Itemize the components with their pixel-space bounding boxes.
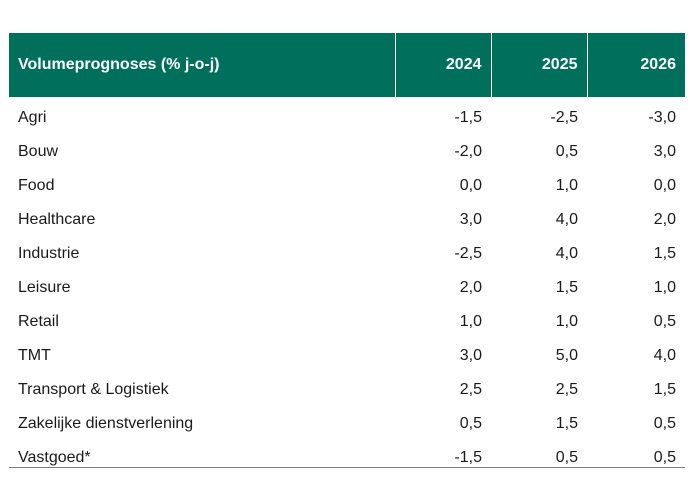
table-row: Zakelijke dienstverlening 0,5 1,5 0,5 (9, 407, 685, 441)
header-year-2025: 2025 (491, 33, 588, 97)
sector-label: Leisure (18, 279, 71, 296)
value-cell-2024: -1,5 (454, 449, 482, 466)
table-row: Retail 1,0 1,0 0,5 (9, 305, 685, 339)
sector-label: Retail (18, 313, 59, 330)
value-cell-2026: 0,5 (653, 415, 676, 432)
table-row: Leisure 2,0 1,5 1,0 (9, 271, 685, 305)
value-cell-2024: 1,0 (459, 313, 482, 330)
table-row: TMT 3,0 5,0 4,0 (9, 339, 685, 373)
value-cell-2026: 1,5 (653, 381, 676, 398)
sector-label: Zakelijke dienstverlening (18, 415, 194, 432)
value-cell-2025: 4,0 (555, 245, 578, 262)
table-body: Agri -1,5 -2,5 -3,0 Bouw -2,0 0,5 3,0 Food 0,0 1,0… (9, 97, 685, 475)
value-cell-2024: 2,5 (459, 381, 482, 398)
value-cell-2024: -2,0 (454, 143, 482, 160)
value-cell-2025: -2,5 (550, 109, 578, 126)
value-cell-2025: 1,0 (555, 177, 578, 194)
value-cell-2026: 0,0 (653, 177, 676, 194)
table-row: Transport & Logistiek 2,5 2,5 1,5 (9, 373, 685, 407)
value-cell-2024: -1,5 (454, 109, 482, 126)
value-cell-2025: 0,5 (555, 143, 578, 160)
value-cell-2025: 4,0 (555, 211, 578, 228)
sector-label: Transport & Logistiek (18, 381, 169, 398)
table-row: Agri -1,5 -2,5 -3,0 (9, 97, 685, 135)
value-cell-2025: 2,5 (555, 381, 578, 398)
value-cell-2025: 1,5 (555, 279, 578, 296)
table-header-row: Volumeprognoses (% j-o-j) 2024 2025 2026 (9, 33, 685, 97)
value-cell-2026: 1,0 (653, 279, 676, 296)
value-cell-2026: 3,0 (653, 143, 676, 160)
sector-label: Industrie (18, 245, 80, 262)
value-cell-2026: 2,0 (653, 211, 676, 228)
volume-forecast-table: Volumeprognoses (% j-o-j) 2024 2025 2026… (9, 33, 685, 475)
sector-label: TMT (18, 347, 51, 364)
value-cell-2026: 1,5 (653, 245, 676, 262)
value-cell-2026: -3,0 (648, 109, 676, 126)
value-cell-2024: 3,0 (459, 347, 482, 364)
sector-label: Agri (18, 109, 47, 126)
value-cell-2024: 3,0 (459, 211, 482, 228)
sector-label: Healthcare (18, 211, 96, 228)
header-year-2026: 2026 (587, 33, 685, 97)
table-bottom-rule (9, 467, 685, 468)
table-row: Industrie -2,5 4,0 1,5 (9, 237, 685, 271)
header-year-2024: 2024 (395, 33, 492, 97)
value-cell-2025: 1,5 (555, 415, 578, 432)
volume-forecast-table-container: Volumeprognoses (% j-o-j) 2024 2025 2026… (9, 33, 685, 475)
value-cell-2025: 5,0 (555, 347, 578, 364)
table-row: Food 0,0 1,0 0,0 (9, 169, 685, 203)
value-cell-2024: 2,0 (459, 279, 482, 296)
table-row: Vastgoed* -1,5 0,5 0,5 (9, 441, 685, 475)
value-cell-2026: 0,5 (653, 313, 676, 330)
sector-label: Bouw (18, 143, 59, 160)
value-cell-2025: 1,0 (555, 313, 578, 330)
table-row: Healthcare 3,0 4,0 2,0 (9, 203, 685, 237)
header-label: Volumeprognoses (% j-o-j) (9, 33, 396, 97)
value-cell-2026: 4,0 (653, 347, 676, 364)
value-cell-2024: 0,5 (459, 415, 482, 432)
value-cell-2025: 0,5 (555, 449, 578, 466)
value-cell-2024: 0,0 (459, 177, 482, 194)
table-row: Bouw -2,0 0,5 3,0 (9, 135, 685, 169)
sector-label: Food (18, 177, 55, 194)
value-cell-2026: 0,5 (653, 449, 676, 466)
value-cell-2024: -2,5 (454, 245, 482, 262)
sector-label: Vastgoed* (18, 449, 91, 466)
